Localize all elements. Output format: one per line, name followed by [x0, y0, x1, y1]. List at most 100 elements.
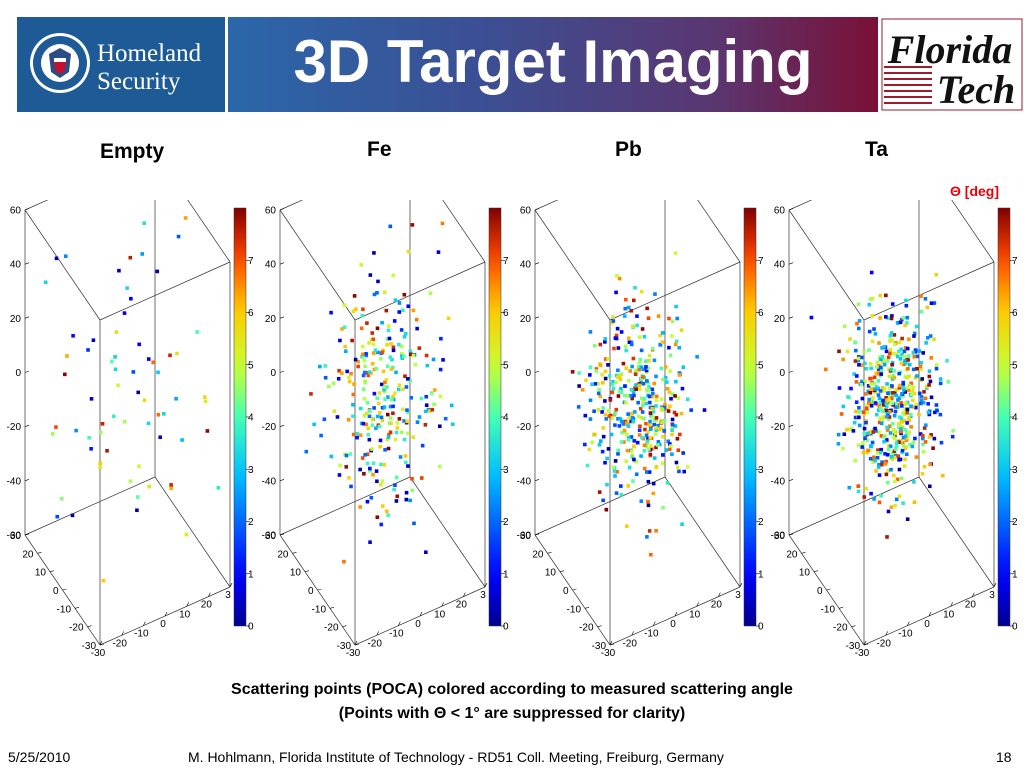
x-tick-mark — [739, 582, 743, 588]
scatter-point — [870, 296, 875, 301]
scatter-point — [884, 459, 888, 464]
scatter-point — [908, 442, 912, 447]
scatter-point — [921, 442, 925, 447]
scatter-point — [377, 424, 382, 429]
scatter-point — [406, 249, 411, 254]
x-tick-mark — [885, 631, 888, 636]
scatter-point — [885, 359, 890, 363]
scatter-point — [63, 254, 68, 258]
scatter-point — [903, 386, 908, 390]
scatter-point — [845, 349, 850, 354]
scatter-point — [651, 410, 656, 414]
colorbar-tick-label: 3 — [1012, 465, 1018, 476]
scatter-point — [675, 316, 680, 321]
scatter-point — [909, 425, 913, 429]
scatter-point — [424, 550, 428, 555]
y-tick-mark — [609, 643, 615, 646]
scatter-point — [873, 458, 877, 463]
scatter-point — [868, 297, 873, 301]
scatter-point — [361, 307, 365, 312]
scatter-point — [702, 408, 707, 412]
scatter-point — [902, 349, 907, 354]
scatter-point — [890, 338, 894, 342]
scatter-point — [378, 357, 383, 361]
scatter-point — [360, 352, 365, 357]
scatter-point — [870, 339, 875, 344]
scatter-point — [635, 323, 639, 328]
scatter-point — [669, 444, 673, 448]
scatter-point — [386, 513, 390, 517]
scatter-point — [646, 499, 650, 504]
scatter-point — [406, 304, 411, 309]
scatter-point — [370, 423, 375, 427]
scatter-point — [611, 379, 615, 384]
scatter-point — [904, 303, 909, 308]
x-tick-label: 3 — [989, 590, 995, 601]
scatter-point — [890, 362, 894, 367]
y-tick-mark — [292, 552, 297, 554]
scatter-point — [607, 414, 612, 419]
scatter-point — [654, 425, 658, 430]
scatter-point — [646, 430, 650, 434]
scatter-point — [629, 419, 633, 424]
scatter-point — [632, 444, 637, 449]
scatter-point — [874, 469, 878, 473]
scatter-point — [623, 384, 627, 388]
scatter-point — [893, 431, 898, 436]
scatter-point — [364, 352, 368, 356]
scatter-point — [336, 376, 341, 381]
scatter-point — [893, 409, 898, 414]
scatter-point — [601, 434, 606, 439]
scatter-point — [59, 496, 64, 501]
scatter-point — [860, 363, 865, 367]
scatter-point — [658, 343, 663, 347]
scatter-point — [151, 360, 155, 365]
scatter-point — [935, 408, 939, 413]
scatter-point — [660, 331, 665, 335]
scatter-point — [391, 345, 396, 350]
scatter-point — [887, 386, 892, 390]
scatter-point — [882, 403, 886, 407]
box-frame — [534, 200, 741, 646]
scatter-point — [424, 394, 429, 399]
scatter-point — [874, 365, 879, 369]
z-tick-mark — [788, 479, 794, 482]
scatter-point — [621, 422, 626, 426]
colorbar: 7 6 5 4 3 2 1 0 — [233, 207, 254, 633]
y-tick-mark — [597, 625, 602, 627]
scatter-point — [638, 357, 643, 362]
scatter-point — [876, 393, 881, 397]
scatter-point — [402, 354, 406, 359]
scatter-point — [625, 448, 630, 453]
scatter-point — [891, 473, 896, 478]
z-tick-label: -60 — [7, 531, 22, 542]
colorbar-tick-label: 0 — [503, 622, 509, 633]
scatter-point — [901, 443, 906, 448]
footer-page-number: 18 — [996, 749, 1012, 765]
colorbar-tick-label: 2 — [503, 517, 509, 528]
scatter-point — [877, 430, 881, 434]
scatter-point — [911, 405, 915, 409]
scatter-point — [353, 357, 358, 362]
scatter-point — [862, 426, 867, 431]
colorbar: 7 6 5 4 3 2 1 0 — [488, 207, 509, 633]
x-tick-mark — [164, 611, 168, 617]
scatter-point — [352, 294, 357, 298]
scatter-point — [621, 361, 626, 366]
scatter-point — [903, 390, 908, 394]
scatter-point — [365, 461, 370, 466]
scatter-point — [903, 402, 908, 407]
scatter-point — [667, 316, 671, 321]
scatter-plot-ta: 6040200-20-40-60-30-20-100102033020100-1… — [771, 200, 1018, 659]
scatter-point — [670, 426, 675, 431]
scatter-point — [362, 413, 367, 418]
scatter-point — [886, 367, 891, 371]
scatter-point — [611, 465, 616, 470]
scatter-point — [89, 447, 93, 451]
scatter-point — [369, 495, 374, 500]
scatter-point — [429, 391, 434, 395]
scatter-point — [892, 375, 897, 380]
logo-word-florida: Florida — [887, 27, 1012, 72]
z-tick-mark — [24, 370, 30, 373]
x-tick-label: -30 — [91, 648, 106, 659]
